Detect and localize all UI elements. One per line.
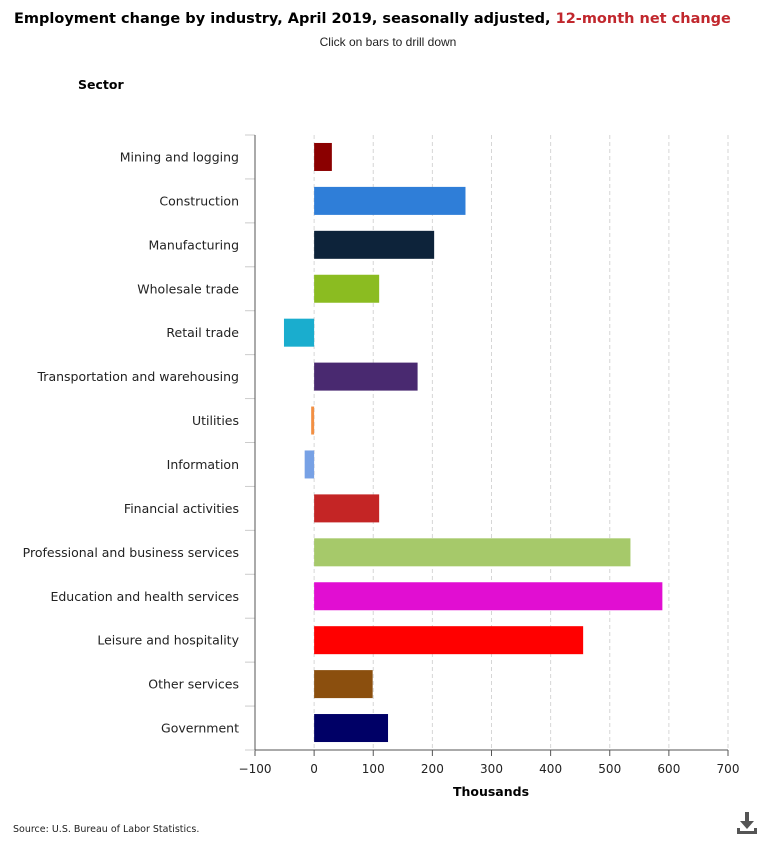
category-label: Government	[161, 721, 239, 736]
category-label: Leisure and hospitality	[97, 633, 239, 648]
category-label: Professional and business services	[23, 545, 239, 560]
bar[interactable]	[314, 494, 380, 523]
chart-title: Employment change by industry, April 201…	[14, 11, 774, 27]
category-label: Retail trade	[166, 325, 239, 340]
x-tick-label: 600	[657, 762, 680, 776]
category-label: Mining and logging	[120, 149, 239, 164]
category-label: Transportation and warehousing	[37, 369, 240, 384]
bar[interactable]	[314, 362, 418, 391]
x-tick-label: 700	[717, 762, 740, 776]
bar[interactable]	[311, 406, 315, 435]
source-note: Source: U.S. Bureau of Labor Statistics.	[13, 824, 200, 835]
category-label: Other services	[148, 677, 239, 692]
bar[interactable]	[314, 670, 373, 699]
bar[interactable]	[314, 142, 332, 171]
chart-title-main: Employment change by industry, April 201…	[14, 11, 556, 27]
category-label: Utilities	[192, 413, 239, 428]
bar[interactable]	[314, 274, 380, 303]
download-icon	[737, 812, 757, 834]
y-axis-title: Sector	[78, 77, 124, 92]
category-label: Wholesale trade	[137, 281, 239, 296]
category-label: Manufacturing	[148, 237, 239, 252]
bar[interactable]	[283, 318, 315, 347]
chart-title-highlight: 12-month net change	[555, 11, 731, 27]
category-labels: Mining and logging Construction Manufactur…	[23, 149, 240, 735]
gridlines	[313, 135, 729, 750]
x-tick-label: 400	[539, 762, 562, 776]
x-tick-label: −100	[239, 762, 272, 776]
tick-labels: −100 0 100 200 300 400 500 600 700	[239, 762, 740, 776]
download-button[interactable]	[734, 810, 760, 836]
bar[interactable]	[314, 538, 631, 567]
category-label: Construction	[159, 193, 239, 208]
category-label: Education and health services	[50, 589, 239, 604]
x-axis-title: Thousands	[453, 784, 529, 799]
bar[interactable]	[304, 450, 315, 479]
bar[interactable]	[314, 230, 435, 259]
chart-subtitle: Click on bars to drill down	[319, 35, 457, 49]
x-tick-label: 500	[598, 762, 621, 776]
category-label: Information	[167, 457, 239, 472]
x-tick-label: 0	[310, 762, 318, 776]
category-label: Financial activities	[124, 501, 239, 516]
x-tick-label: 100	[362, 762, 385, 776]
axes	[245, 134, 729, 756]
x-tick-label: 200	[421, 762, 444, 776]
bars	[283, 142, 663, 743]
bar[interactable]	[314, 714, 389, 743]
bar[interactable]	[314, 582, 663, 611]
bar[interactable]	[314, 186, 466, 215]
x-tick-label: 300	[480, 762, 503, 776]
bar[interactable]	[314, 626, 584, 655]
